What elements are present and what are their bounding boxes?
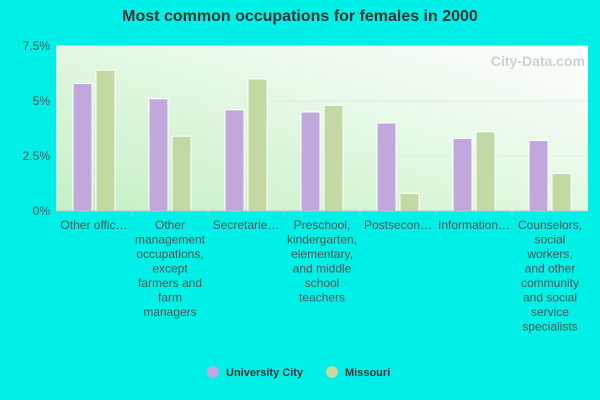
bar-missouri[interactable] [95,69,116,212]
bar-missouri[interactable] [247,78,268,212]
bar-missouri[interactable] [171,135,192,212]
category-label-line: Secretarie… [213,218,280,232]
category-label: Other offic… [60,218,127,232]
category-label-line: Other offic… [60,218,127,232]
category-label-line: except [152,262,188,276]
grid-lines [56,45,588,157]
legend: University City Missouri [207,366,390,379]
legend-label: University City [226,367,304,379]
category-label-line: and social [523,291,577,305]
chart-title: Most common occupations for females in 2… [122,8,478,25]
category-label: Postsecon… [364,218,432,232]
category-label-line: Other [155,218,185,232]
category-label: Preschool, kindergarten, elementary, and mi… [287,218,357,305]
category-label-line: teachers [299,291,345,305]
category-label-line: Postsecon… [364,218,432,232]
category-label-line: Preschool, [294,218,351,232]
category-label-line: school [305,276,340,290]
legend-swatch [326,366,338,378]
category-label-line: Counselors, [518,218,582,232]
y-tick-label: 2.5% [23,149,51,163]
category-label-line: farm [158,291,182,305]
plot-area [56,46,588,211]
legend-swatch [207,366,219,378]
category-label-line: specialists [522,320,577,334]
category-label: Other management occupations, except farmers… [135,218,206,319]
category-label-line: elementary, [291,247,353,261]
category-label-line: and middle [293,262,352,276]
category-label-line: Information… [438,218,510,232]
bar-missouri[interactable] [551,173,572,212]
category-label-line: farmers and [138,276,202,290]
category-label: Secretarie… [213,218,280,232]
y-axis-ticks: 0% 2.5% 5% 7.5% [23,39,51,218]
bars [72,69,572,215]
bar-university-city[interactable] [452,137,473,212]
bar-university-city[interactable] [148,98,169,212]
bar-missouri[interactable] [475,131,496,212]
category-label-line: service [531,305,569,319]
bar-missouri[interactable] [399,192,420,212]
category-label-line: managers [143,305,196,319]
y-tick-label: 7.5% [23,39,51,53]
watermark: City-Data.com [491,53,585,69]
bar-university-city[interactable] [300,111,321,212]
legend-label: Missouri [345,367,390,379]
category-label-line: workers, [526,247,572,261]
x-axis-category-labels: Other offic… Other management occupations, e… [60,218,582,334]
y-tick-label: 0% [33,204,51,218]
bar-university-city[interactable] [376,122,397,212]
category-label-line: management [135,233,206,247]
category-label: Counselors, social workers, and other commun… [518,218,582,334]
category-label-line: social [535,233,566,247]
category-label: Information… [438,218,510,232]
bar-university-city[interactable] [72,82,93,212]
y-tick-label: 5% [33,94,51,108]
bar-university-city[interactable] [528,140,549,212]
bar-missouri[interactable] [323,104,344,212]
category-label-line: community [521,276,579,290]
category-label-line: kindergarten, [287,233,357,247]
category-label-line: and other [525,262,576,276]
category-label-line: occupations, [136,247,203,261]
bar-university-city[interactable] [224,109,245,212]
